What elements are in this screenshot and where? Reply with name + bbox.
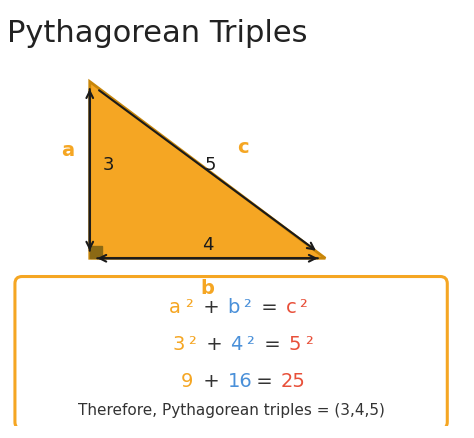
Text: 4: 4 [202, 235, 213, 253]
Text: b: b [228, 297, 240, 316]
Text: =: = [250, 371, 279, 390]
Text: =: = [255, 297, 284, 316]
Text: Pythagorean Triples: Pythagorean Triples [7, 19, 308, 48]
Text: ²: ² [246, 334, 254, 353]
Text: +: + [197, 297, 226, 316]
Text: ²: ² [185, 297, 193, 316]
Text: b: b [201, 279, 215, 297]
Text: ²: ² [299, 297, 307, 316]
Text: 5: 5 [289, 334, 301, 353]
Polygon shape [90, 82, 325, 259]
Text: 3: 3 [103, 155, 114, 173]
Text: c: c [237, 138, 249, 156]
Text: ²: ² [244, 297, 251, 316]
FancyBboxPatch shape [15, 277, 447, 429]
Text: +: + [197, 371, 226, 390]
Text: 3: 3 [172, 334, 184, 353]
Text: c: c [286, 297, 297, 316]
Text: 4: 4 [230, 334, 243, 353]
Text: a: a [61, 141, 74, 159]
Polygon shape [90, 247, 101, 259]
Text: +: + [200, 334, 229, 353]
Text: ²: ² [188, 334, 196, 353]
Text: 25: 25 [281, 371, 305, 390]
Text: Therefore, Pythagorean triples = (3,4,5): Therefore, Pythagorean triples = (3,4,5) [78, 402, 384, 417]
Text: a: a [169, 297, 181, 316]
Text: 9: 9 [181, 371, 193, 390]
Text: =: = [258, 334, 287, 353]
Text: 16: 16 [228, 371, 252, 390]
Text: ²: ² [305, 334, 313, 353]
Text: 5: 5 [205, 155, 216, 173]
